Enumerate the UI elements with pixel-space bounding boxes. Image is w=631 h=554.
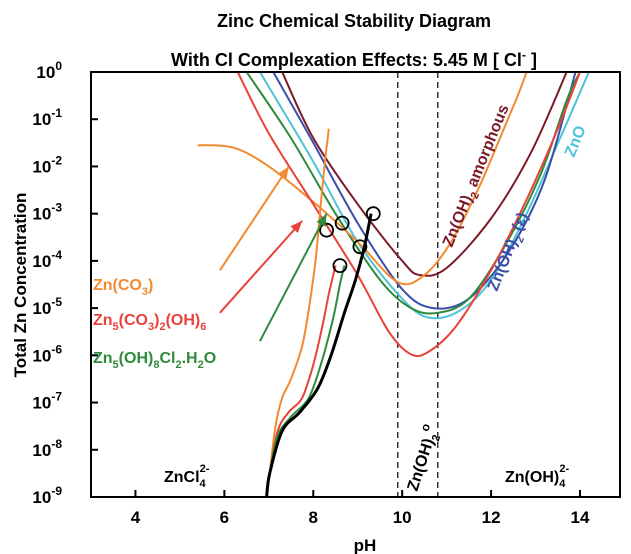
intersection-marker bbox=[319, 222, 335, 238]
label-zno: ZnO bbox=[562, 123, 590, 159]
series-zn-co3 bbox=[197, 72, 528, 286]
intersection-marker bbox=[334, 215, 350, 231]
label-zn5-oh-cl: Zn5(OH)8Cl2.H2O bbox=[93, 350, 216, 371]
chart-subtitle: With Cl Complexation Effects: 5.45 M [ C… bbox=[171, 48, 537, 70]
intersection-markers bbox=[319, 206, 381, 274]
intersection-marker bbox=[332, 258, 348, 274]
y-tick-label: 10-3 bbox=[32, 201, 62, 224]
y-tick-label: 10-9 bbox=[32, 484, 62, 507]
series-zn5-oh-8cl2-h2o bbox=[245, 72, 581, 315]
x-tick-label: 14 bbox=[571, 508, 590, 527]
x-tick-label: 4 bbox=[131, 508, 141, 527]
y-tick-label: 10-6 bbox=[32, 342, 62, 365]
y-tick-label: 10-1 bbox=[32, 106, 62, 129]
annotation-arrow-shaft bbox=[219, 220, 303, 314]
label-zn-oh2-aq: Zn(OH)2o bbox=[399, 422, 446, 495]
label-zn5-co3-oh: Zn5(CO3)2(OH)6 bbox=[93, 312, 206, 333]
label-zn-co3: Zn(CO3) bbox=[93, 277, 153, 298]
intersection-marker bbox=[352, 239, 368, 255]
series-zncl4-boundary-black bbox=[265, 213, 373, 497]
label-zn-oh2-eps: Zn(OH)2 (ε) bbox=[485, 210, 536, 295]
chart-title: Zinc Chemical Stability Diagram bbox=[217, 11, 491, 31]
y-axis-label: Total Zn Concentration bbox=[11, 193, 30, 378]
y-tick-label: 10-8 bbox=[32, 437, 62, 460]
series-zncl4-boundary-red bbox=[265, 265, 337, 497]
label-zncl4: ZnCl42- bbox=[164, 463, 210, 490]
annotation-arrow-head bbox=[278, 166, 289, 180]
plot-frame bbox=[90, 71, 621, 498]
y-tick-label: 10-4 bbox=[32, 248, 62, 271]
y-tick-label: 10-2 bbox=[32, 153, 62, 176]
annotation-arrow-shaft bbox=[259, 213, 328, 342]
label-zn-oh2-amorphous: Zn(OH)2 amorphous bbox=[440, 102, 516, 251]
series-zncl4-boundary-green bbox=[265, 265, 346, 497]
x-axis-label: pH bbox=[354, 536, 377, 554]
series-zncl4-boundary-orange bbox=[265, 128, 330, 497]
series-zn5-co3-2-oh-6 bbox=[236, 72, 581, 358]
y-tick-label: 100 bbox=[36, 59, 62, 82]
intersection-marker bbox=[365, 206, 381, 222]
x-tick-label: 10 bbox=[393, 508, 412, 527]
series-lines bbox=[197, 72, 590, 497]
annotation-arrow-head bbox=[290, 220, 303, 234]
axis-ticks: 4 6 8 10 12 14 100 10-1 10-2 10-3 10-4 10-5 10-6 10-7… bbox=[32, 59, 590, 527]
label-zn-oh4: Zn(OH)42- bbox=[505, 463, 569, 490]
annotation-arrows bbox=[219, 165, 328, 342]
x-tick-label: 8 bbox=[309, 508, 318, 527]
series-zn-oh-2 bbox=[272, 72, 577, 310]
x-tick-label: 12 bbox=[482, 508, 501, 527]
annotation-arrow-shaft bbox=[219, 165, 290, 271]
x-tick-label: 6 bbox=[220, 508, 229, 527]
y-tick-label: 10-5 bbox=[32, 295, 62, 318]
series-zno bbox=[259, 72, 590, 320]
annotation-arrow-head bbox=[316, 213, 327, 227]
y-tick-label: 10-7 bbox=[32, 390, 62, 413]
